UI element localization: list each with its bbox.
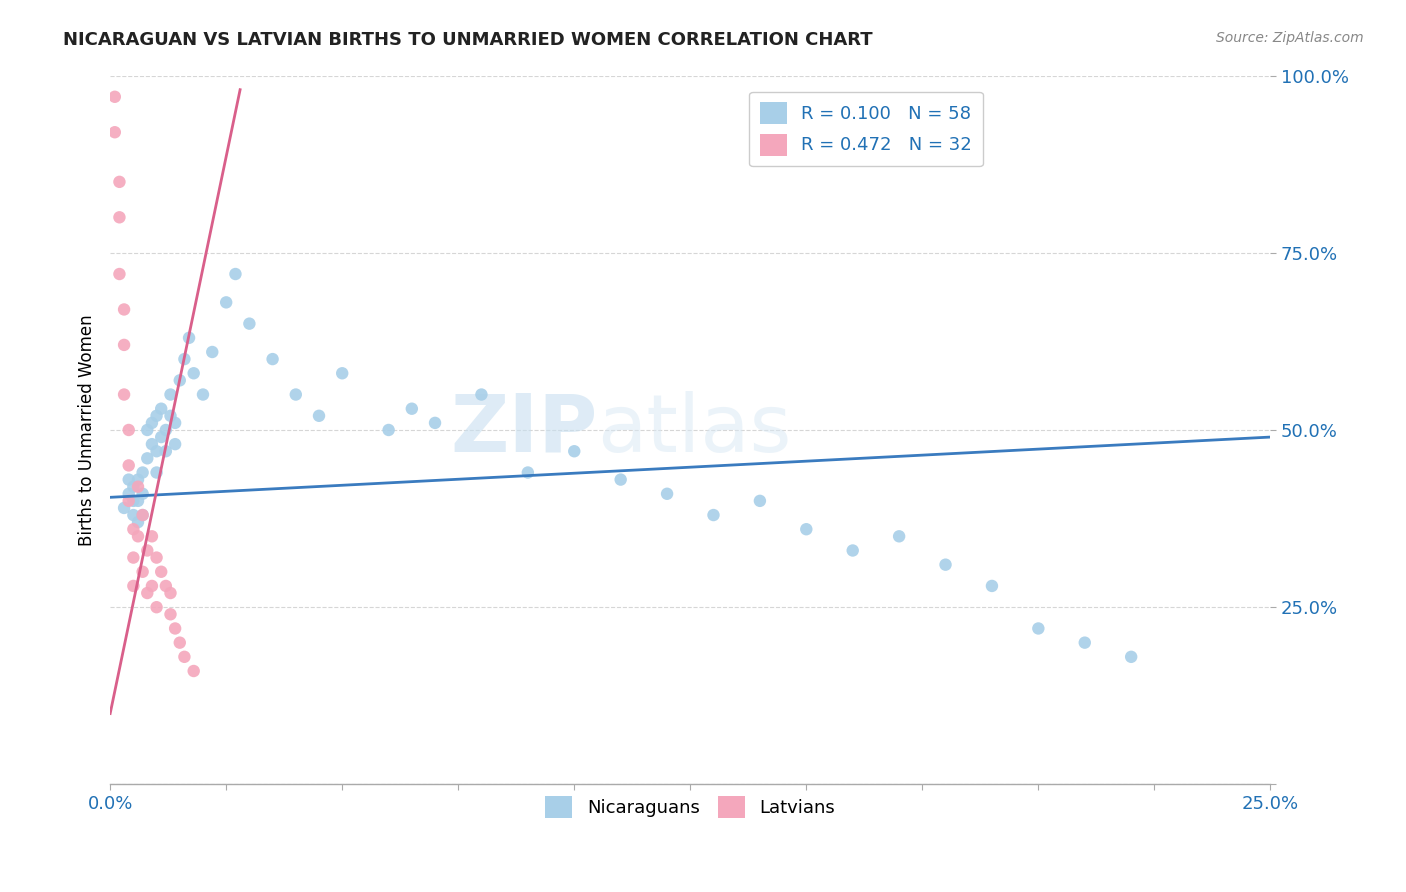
Point <box>127 480 149 494</box>
Point <box>169 635 191 649</box>
Point <box>169 373 191 387</box>
Point <box>159 387 181 401</box>
Point <box>145 466 167 480</box>
Point <box>104 90 127 104</box>
Point <box>165 416 187 430</box>
Point <box>201 345 224 359</box>
Point <box>122 579 145 593</box>
Point <box>562 444 585 458</box>
Point <box>118 473 141 487</box>
Point <box>122 522 145 536</box>
Point <box>470 387 492 401</box>
Point <box>108 267 131 281</box>
Point <box>159 409 181 423</box>
Point <box>118 487 141 501</box>
Point <box>887 529 910 543</box>
Point <box>112 387 135 401</box>
Y-axis label: Births to Unmarried Women: Births to Unmarried Women <box>79 314 96 546</box>
Text: Source: ZipAtlas.com: Source: ZipAtlas.com <box>1216 31 1364 45</box>
Point <box>516 466 538 480</box>
Point <box>136 423 159 437</box>
Point <box>131 508 153 522</box>
Point <box>150 565 173 579</box>
Point <box>145 600 167 615</box>
Point <box>145 550 167 565</box>
Point <box>224 267 246 281</box>
Point <box>122 494 145 508</box>
Point <box>159 586 181 600</box>
Point <box>262 352 284 367</box>
Text: atlas: atlas <box>598 391 792 469</box>
Point <box>127 473 149 487</box>
Point <box>934 558 956 572</box>
Point <box>173 649 195 664</box>
Point <box>155 579 177 593</box>
Point <box>609 473 631 487</box>
Point <box>141 579 163 593</box>
Point <box>215 295 238 310</box>
Point <box>841 543 863 558</box>
Point <box>655 487 678 501</box>
Text: NICARAGUAN VS LATVIAN BIRTHS TO UNMARRIED WOMEN CORRELATION CHART: NICARAGUAN VS LATVIAN BIRTHS TO UNMARRIE… <box>63 31 873 49</box>
Point <box>145 409 167 423</box>
Point <box>165 437 187 451</box>
Point <box>131 565 153 579</box>
Point <box>1028 622 1050 636</box>
Point <box>122 508 145 522</box>
Point <box>981 579 1004 593</box>
Point <box>183 664 205 678</box>
Point <box>112 500 135 515</box>
Point <box>377 423 399 437</box>
Point <box>118 494 141 508</box>
Point <box>141 529 163 543</box>
Point <box>108 175 131 189</box>
Point <box>150 430 173 444</box>
Point <box>131 487 153 501</box>
Point <box>118 458 141 473</box>
Point <box>330 366 353 380</box>
Point <box>1074 635 1097 649</box>
Point <box>177 331 200 345</box>
Point <box>308 409 330 423</box>
Point <box>702 508 724 522</box>
Point <box>131 508 153 522</box>
Point <box>159 607 181 622</box>
Point <box>165 622 187 636</box>
Text: ZIP: ZIP <box>450 391 598 469</box>
Point <box>284 387 307 401</box>
Point <box>141 416 163 430</box>
Point <box>145 444 167 458</box>
Point <box>183 366 205 380</box>
Legend: Nicaraguans, Latvians: Nicaraguans, Latvians <box>538 789 842 825</box>
Point <box>401 401 423 416</box>
Point <box>794 522 817 536</box>
Point <box>112 302 135 317</box>
Point <box>141 437 163 451</box>
Point <box>136 543 159 558</box>
Point <box>127 494 149 508</box>
Point <box>423 416 446 430</box>
Point <box>127 529 149 543</box>
Point <box>238 317 260 331</box>
Point <box>136 586 159 600</box>
Point <box>136 451 159 466</box>
Point <box>150 401 173 416</box>
Point <box>191 387 214 401</box>
Point <box>118 423 141 437</box>
Point <box>173 352 195 367</box>
Point <box>155 444 177 458</box>
Point <box>112 338 135 352</box>
Point <box>131 466 153 480</box>
Point <box>104 125 127 139</box>
Point <box>127 515 149 529</box>
Point <box>748 494 770 508</box>
Point <box>122 550 145 565</box>
Point <box>155 423 177 437</box>
Point <box>1121 649 1143 664</box>
Point <box>122 480 145 494</box>
Point <box>108 211 131 225</box>
